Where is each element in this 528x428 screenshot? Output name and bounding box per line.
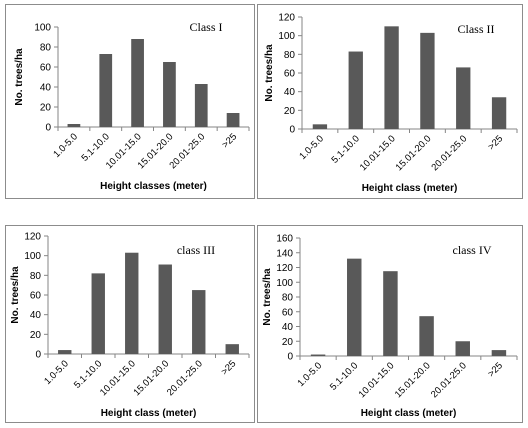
- x-tick-label: 1.0-5.0: [296, 360, 325, 389]
- x-tick-label: 5.1-10.0: [72, 358, 104, 390]
- bar-1-0-5-0: [310, 354, 326, 356]
- bar-5-1-10-0: [91, 273, 105, 354]
- x-tick-label: 15.01-20.0: [393, 360, 433, 400]
- bar-10-01-15-0: [125, 252, 139, 354]
- bar--25: [226, 113, 240, 127]
- y-tick-label: 40: [284, 87, 296, 98]
- y-axis-label: No. trees/ha: [264, 44, 275, 102]
- y-tick-label: 20: [282, 337, 294, 348]
- chart-panel-class-1: 0 20 40 60 80 100 1.0-5.0 5.1-10.0 10.01-15.0 15.…: [5, 4, 255, 199]
- bar-15-01-20-0: [158, 264, 172, 354]
- y-tick-label: 120: [278, 13, 295, 24]
- y-tick-label: 120: [24, 232, 41, 243]
- y-tick-label: 20: [284, 106, 296, 117]
- y-tick-label: 0: [45, 123, 51, 134]
- bar--25: [225, 344, 239, 354]
- bar-15-01-20-0: [163, 62, 176, 127]
- y-axis-label: No. trees/ha: [14, 48, 25, 106]
- x-tick-label: 10.01-15.0: [358, 133, 398, 173]
- bar-20-01-25-0: [192, 290, 206, 354]
- y-tick-label: 100: [278, 31, 295, 42]
- x-tick-label: >25: [486, 133, 505, 152]
- x-tick-label: 1.0-5.0: [51, 131, 80, 160]
- x-tick-label: 5.1-10.0: [328, 360, 360, 392]
- x-tick-label: 5.1-10.0: [329, 133, 361, 165]
- bar-10-01-15-0: [383, 271, 398, 356]
- y-tick-label: 100: [276, 278, 293, 289]
- bar-chart-2: 0 20 40 60 80 100 120 1.0-5.0 5.1-10.010.01-15.0…: [264, 13, 518, 194]
- x-tick-label: >25: [219, 358, 238, 377]
- y-tick-label: 40: [282, 322, 294, 333]
- bar-20-01-25-0: [455, 341, 470, 356]
- y-tick-label: 60: [30, 291, 42, 302]
- y-tick-label: 40: [40, 83, 52, 94]
- x-axis-label: Height class (meter): [361, 408, 457, 419]
- bar-15-01-20-0: [420, 32, 435, 129]
- y-tick-label: 100: [34, 23, 51, 34]
- x-axis-label: Height class (meter): [362, 183, 458, 194]
- y-tick-label: 0: [287, 352, 293, 363]
- x-tick-label: 1.0-5.0: [297, 133, 326, 162]
- chart-panel-class-4: 0 20 40 60 80 100 120 140 160 1.0-5.0 5.1-10.0 10.0…: [257, 225, 523, 423]
- bar-10-01-15-0: [384, 26, 399, 129]
- chart-title: Class II: [458, 22, 495, 36]
- chart-panel-class-2: 0 20 40 60 80 100 120 1.0-5.0 5.1-10.0 10.01-15.0…: [257, 4, 523, 199]
- y-tick-label: 120: [276, 263, 293, 274]
- y-tick-label: 0: [289, 125, 295, 136]
- bar-1-0-5-0: [312, 124, 328, 129]
- y-tick-label: 0: [35, 350, 41, 361]
- x-axis-label: Height classes (meter): [100, 181, 207, 192]
- bar-15-01-20-0: [419, 316, 434, 356]
- bar-5-1-10-0: [347, 258, 362, 356]
- y-tick-label: 80: [30, 271, 42, 282]
- y-tick-label: 80: [40, 43, 52, 54]
- y-tick-label: 60: [284, 69, 296, 80]
- bar-1-0-5-0: [58, 350, 72, 354]
- bar-20-01-25-0: [194, 84, 208, 127]
- x-tick-label: 1.0-5.0: [42, 358, 71, 387]
- y-tick-label: 140: [276, 248, 293, 259]
- bar-10-01-15-0: [131, 39, 144, 127]
- y-tick-label: 20: [40, 103, 52, 114]
- bar-5-1-10-0: [348, 51, 363, 129]
- x-tick-label: 20.01-25.0: [165, 358, 205, 398]
- y-tick-label: 80: [282, 293, 294, 304]
- x-tick-label: 20.01-25.0: [429, 360, 469, 400]
- y-axis-label: No. trees/ha: [10, 266, 21, 324]
- chart-panel-class-3: 0 20 40 60 80 100 120 1.0-5.0 5.1-10.0 10.01-15.0…: [5, 225, 255, 423]
- y-tick-label: 60: [40, 63, 52, 74]
- bar--25: [491, 350, 507, 356]
- x-tick-label: 15.01-20.0: [394, 133, 434, 173]
- y-axis-label: No. trees/ha: [262, 268, 273, 326]
- y-tick-label: 40: [30, 310, 42, 321]
- x-axis-label: Height class (meter): [101, 408, 197, 419]
- chart-title: class IV: [453, 243, 492, 257]
- bar-20-01-25-0: [456, 67, 471, 129]
- x-tick-label: 10.01-15.0: [357, 360, 397, 400]
- y-tick-label: 160: [276, 234, 293, 245]
- bar-chart-4: 0 20 40 60 80 100 120 140 160 1.0-5.0 5.1-10.010.0…: [262, 234, 518, 419]
- bar--25: [491, 97, 507, 129]
- y-tick-label: 80: [284, 50, 296, 61]
- x-tick-label: >25: [220, 131, 239, 150]
- y-tick-label: 20: [30, 330, 42, 341]
- chart-title: Class I: [190, 20, 223, 34]
- y-tick-label: 60: [282, 307, 294, 318]
- bar-1-0-5-0: [67, 124, 81, 127]
- x-tick-label: >25: [486, 360, 505, 379]
- bar-5-1-10-0: [99, 54, 113, 127]
- y-tick-label: 100: [24, 251, 41, 262]
- x-tick-label: 20.01-25.0: [429, 133, 469, 173]
- chart-title: class III: [177, 243, 215, 257]
